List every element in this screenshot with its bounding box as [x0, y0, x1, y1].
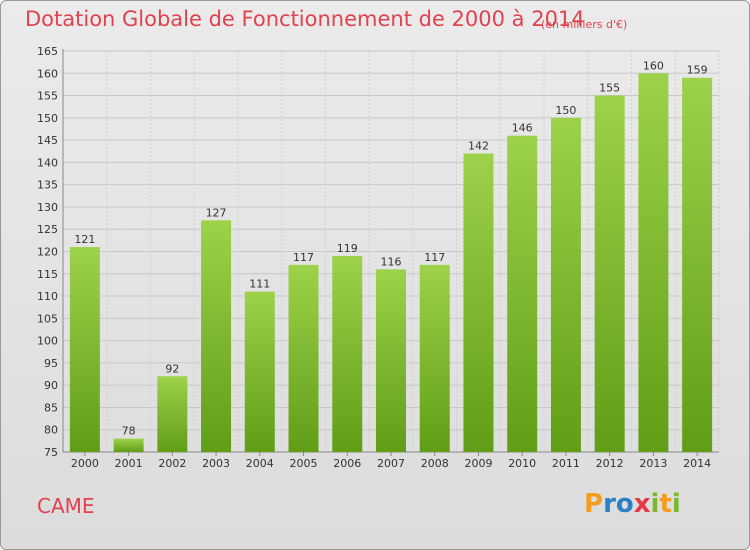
value-label-2002: 92	[165, 362, 179, 375]
bar-2009	[463, 153, 494, 452]
value-label-2013: 160	[643, 59, 664, 72]
y-tick-label: 135	[37, 179, 58, 192]
value-label-2009: 142	[468, 139, 489, 152]
x-tick-label-2008: 2008	[421, 457, 449, 470]
value-label-2005: 117	[293, 251, 314, 264]
value-label-2004: 111	[249, 278, 270, 291]
logo-letter: i	[650, 489, 660, 519]
x-tick-label-2013: 2013	[639, 457, 667, 470]
x-tick-label-2001: 2001	[115, 457, 143, 470]
commune-name: CAME	[37, 494, 95, 518]
y-tick-label: 80	[44, 424, 58, 437]
x-tick-label-2011: 2011	[552, 457, 580, 470]
logo-letter: o	[615, 489, 634, 519]
y-tick-label: 90	[44, 379, 58, 392]
bar-2002	[157, 376, 188, 452]
x-tick-label-2006: 2006	[333, 457, 361, 470]
x-tick-label-2014: 2014	[683, 457, 711, 470]
value-label-2006: 119	[337, 242, 358, 255]
x-tick-label-2003: 2003	[202, 457, 230, 470]
x-tick-label-2005: 2005	[290, 457, 318, 470]
x-tick-label-2007: 2007	[377, 457, 405, 470]
value-label-2012: 155	[599, 82, 620, 95]
proxiti-logo: Proxiti	[584, 489, 681, 519]
x-tick-label-2009: 2009	[464, 457, 492, 470]
y-tick-label: 95	[44, 357, 58, 370]
x-tick-label-2000: 2000	[71, 457, 99, 470]
chart-title: Dotation Globale de Fonctionnement de 20…	[25, 7, 585, 31]
y-tick-label: 140	[37, 156, 58, 169]
y-tick-label: 105	[37, 312, 58, 325]
value-label-2007: 116	[381, 255, 402, 268]
logo-letter: i	[671, 489, 681, 519]
bar-2012	[594, 95, 625, 453]
bar-2005	[288, 264, 319, 452]
bar-2001	[113, 438, 144, 452]
y-tick-label: 120	[37, 246, 58, 259]
bar-2000	[69, 247, 100, 452]
bar-2013	[638, 73, 669, 453]
bar-2010	[507, 135, 538, 452]
y-tick-label: 165	[37, 45, 58, 58]
bar-2014	[682, 77, 713, 452]
bar-2004	[244, 291, 275, 452]
y-tick-label: 75	[44, 446, 58, 459]
y-tick-label: 100	[37, 335, 58, 348]
y-tick-label: 160	[37, 67, 58, 80]
value-label-2000: 121	[74, 233, 95, 246]
value-label-2010: 146	[512, 122, 533, 135]
logo-letter: P	[584, 489, 604, 519]
y-tick-label: 130	[37, 201, 58, 214]
y-tick-label: 145	[37, 134, 58, 147]
bar-2011	[550, 117, 581, 452]
bar-2008	[419, 264, 450, 452]
x-tick-label-2010: 2010	[508, 457, 536, 470]
bar-2007	[376, 269, 406, 452]
chart-subtitle: (en milliers d'€)	[541, 18, 628, 31]
y-tick-label: 110	[37, 290, 58, 303]
value-label-2014: 159	[687, 64, 708, 77]
value-label-2003: 127	[206, 206, 227, 219]
y-tick-label: 150	[37, 112, 58, 125]
logo-letter: t	[659, 489, 672, 519]
value-label-2011: 150	[555, 104, 576, 117]
logo-letter: r	[603, 489, 616, 519]
bar-2006	[332, 255, 363, 452]
x-tick-label-2004: 2004	[246, 457, 274, 470]
y-tick-label: 115	[37, 268, 58, 281]
value-label-2008: 117	[424, 251, 445, 264]
x-tick-label-2002: 2002	[158, 457, 186, 470]
x-tick-label-2012: 2012	[596, 457, 624, 470]
logo-letter: x	[633, 489, 651, 519]
bar-2003	[201, 220, 232, 452]
y-tick-label: 155	[37, 90, 58, 103]
y-tick-label: 125	[37, 223, 58, 236]
y-tick-label: 85	[44, 401, 58, 414]
value-label-2001: 78	[122, 425, 136, 438]
